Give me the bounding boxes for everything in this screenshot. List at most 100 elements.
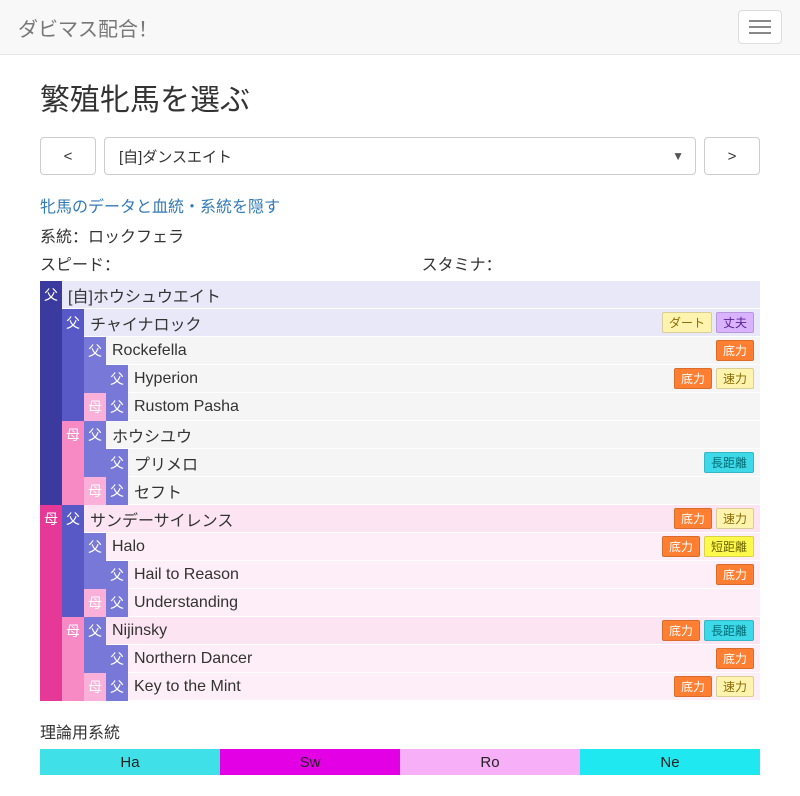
lineage-spacer	[40, 589, 62, 617]
lineage-segment[interactable]: Sw	[220, 749, 400, 775]
navbar: ダビマス配合！	[0, 0, 800, 55]
badge-group: 底力速力	[674, 508, 760, 529]
toggle-pedigree-link[interactable]: 牝馬のデータと血統・系統を隠す	[40, 193, 280, 217]
dam-marker: 母	[62, 617, 84, 645]
lineage-label: 系統：ロックフェラ	[40, 223, 760, 247]
trait-badge: 底力	[662, 620, 700, 641]
lineage-spacer	[62, 477, 84, 505]
horse-name: Rustom Pasha	[134, 398, 754, 416]
horse-name: セフト	[134, 479, 754, 503]
horse-cell[interactable]: チャイナロックダート丈夫	[84, 309, 760, 337]
trait-badge: 速力	[716, 676, 754, 697]
sire-marker: 父	[84, 421, 106, 449]
horse-cell[interactable]: Hail to Reason底力	[128, 561, 760, 589]
sire-marker: 父	[62, 309, 84, 337]
lineage-spacer	[62, 365, 84, 393]
lineage-spacer	[62, 561, 84, 589]
hamburger-icon	[749, 20, 771, 22]
lineage-spacer	[62, 673, 84, 701]
pedigree-row: 父Halo底力短距離	[40, 533, 760, 561]
horse-cell[interactable]: サンデーサイレンス底力速力	[84, 505, 760, 533]
horse-cell[interactable]: ホウシユウ	[106, 421, 760, 449]
lineage-spacer	[84, 449, 106, 477]
theory-label: 理論用系統	[40, 719, 760, 743]
lineage-segment[interactable]: Ne	[580, 749, 760, 775]
lineage-segment[interactable]: Ro	[400, 749, 580, 775]
horse-cell[interactable]: Northern Dancer底力	[128, 645, 760, 673]
horse-cell[interactable]: Hyperion底力速力	[128, 365, 760, 393]
lineage-spacer	[40, 561, 62, 589]
sire-marker: 父	[62, 505, 84, 533]
trait-badge: 長距離	[704, 452, 754, 473]
pedigree-table: 父[自]ホウシュウエイト父チャイナロックダート丈夫父Rockefella底力父H…	[40, 281, 760, 701]
badge-group: ダート丈夫	[662, 312, 760, 333]
prev-button[interactable]: <	[40, 137, 96, 175]
pedigree-row: 母父サンデーサイレンス底力速力	[40, 505, 760, 533]
pedigree-row: 父[自]ホウシュウエイト	[40, 281, 760, 309]
lineage-spacer	[62, 337, 84, 365]
horse-cell[interactable]: Halo底力短距離	[106, 533, 760, 561]
horse-cell[interactable]: [自]ホウシュウエイト	[62, 281, 760, 309]
dam-marker: 母	[40, 505, 62, 533]
menu-toggle-button[interactable]	[738, 10, 782, 44]
badge-group: 底力短距離	[662, 536, 760, 557]
theory-lineage-bar: HaSwRoNe	[40, 749, 760, 775]
sire-marker: 父	[106, 645, 128, 673]
horse-name: サンデーサイレンス	[90, 507, 674, 531]
sire-marker: 父	[106, 449, 128, 477]
trait-badge: 速力	[716, 508, 754, 529]
horse-name: Northern Dancer	[134, 650, 716, 668]
lineage-spacer	[40, 645, 62, 673]
lineage-spacer	[40, 449, 62, 477]
sire-marker: 父	[106, 673, 128, 701]
pedigree-row: 父プリメロ長距離	[40, 449, 760, 477]
pedigree-row: 母父セフト	[40, 477, 760, 505]
dam-marker: 母	[84, 589, 106, 617]
lineage-spacer	[40, 421, 62, 449]
lineage-spacer	[40, 617, 62, 645]
trait-badge: 底力	[716, 564, 754, 585]
horse-cell[interactable]: Nijinsky底力長距離	[106, 617, 760, 645]
mare-select-value: [自]ダンスエイト	[119, 146, 232, 167]
horse-cell[interactable]: プリメロ長距離	[128, 449, 760, 477]
pedigree-row: 父チャイナロックダート丈夫	[40, 309, 760, 337]
dam-marker: 母	[84, 477, 106, 505]
horse-name: [自]ホウシュウエイト	[68, 283, 754, 307]
stats-row: スピード： スタミナ：	[40, 251, 760, 275]
horse-cell[interactable]: Rustom Pasha	[128, 393, 760, 421]
sire-marker: 父	[84, 337, 106, 365]
horse-name: Hyperion	[134, 370, 674, 388]
horse-cell[interactable]: Rockefella底力	[106, 337, 760, 365]
sire-marker: 父	[40, 281, 62, 309]
lineage-spacer	[40, 309, 62, 337]
trait-badge: 底力	[674, 368, 712, 389]
trait-badge: 短距離	[704, 536, 754, 557]
dam-marker: 母	[62, 421, 84, 449]
horse-cell[interactable]: セフト	[128, 477, 760, 505]
sire-marker: 父	[84, 617, 106, 645]
trait-badge: 底力	[662, 536, 700, 557]
mare-select[interactable]: [自]ダンスエイト ▼	[104, 137, 696, 175]
pedigree-row: 母父ホウシユウ	[40, 421, 760, 449]
pedigree-row: 父Hail to Reason底力	[40, 561, 760, 589]
lineage-spacer	[62, 393, 84, 421]
horse-cell[interactable]: Key to the Mint底力速力	[128, 673, 760, 701]
badge-group: 底力	[716, 564, 760, 585]
trait-badge: 底力	[716, 648, 754, 669]
pedigree-row: 母父Nijinsky底力長距離	[40, 617, 760, 645]
lineage-spacer	[40, 673, 62, 701]
horse-name: Understanding	[134, 594, 754, 612]
sire-marker: 父	[106, 393, 128, 421]
sire-marker: 父	[106, 589, 128, 617]
lineage-segment[interactable]: Ha	[40, 749, 220, 775]
horse-name: Hail to Reason	[134, 566, 716, 584]
next-button[interactable]: >	[704, 137, 760, 175]
horse-cell[interactable]: Understanding	[128, 589, 760, 617]
lineage-spacer	[40, 477, 62, 505]
trait-badge: 長距離	[704, 620, 754, 641]
sire-marker: 父	[106, 561, 128, 589]
lineage-spacer	[62, 589, 84, 617]
horse-name: Rockefella	[112, 342, 716, 360]
brand-title[interactable]: ダビマス配合！	[18, 13, 158, 42]
sire-marker: 父	[84, 533, 106, 561]
